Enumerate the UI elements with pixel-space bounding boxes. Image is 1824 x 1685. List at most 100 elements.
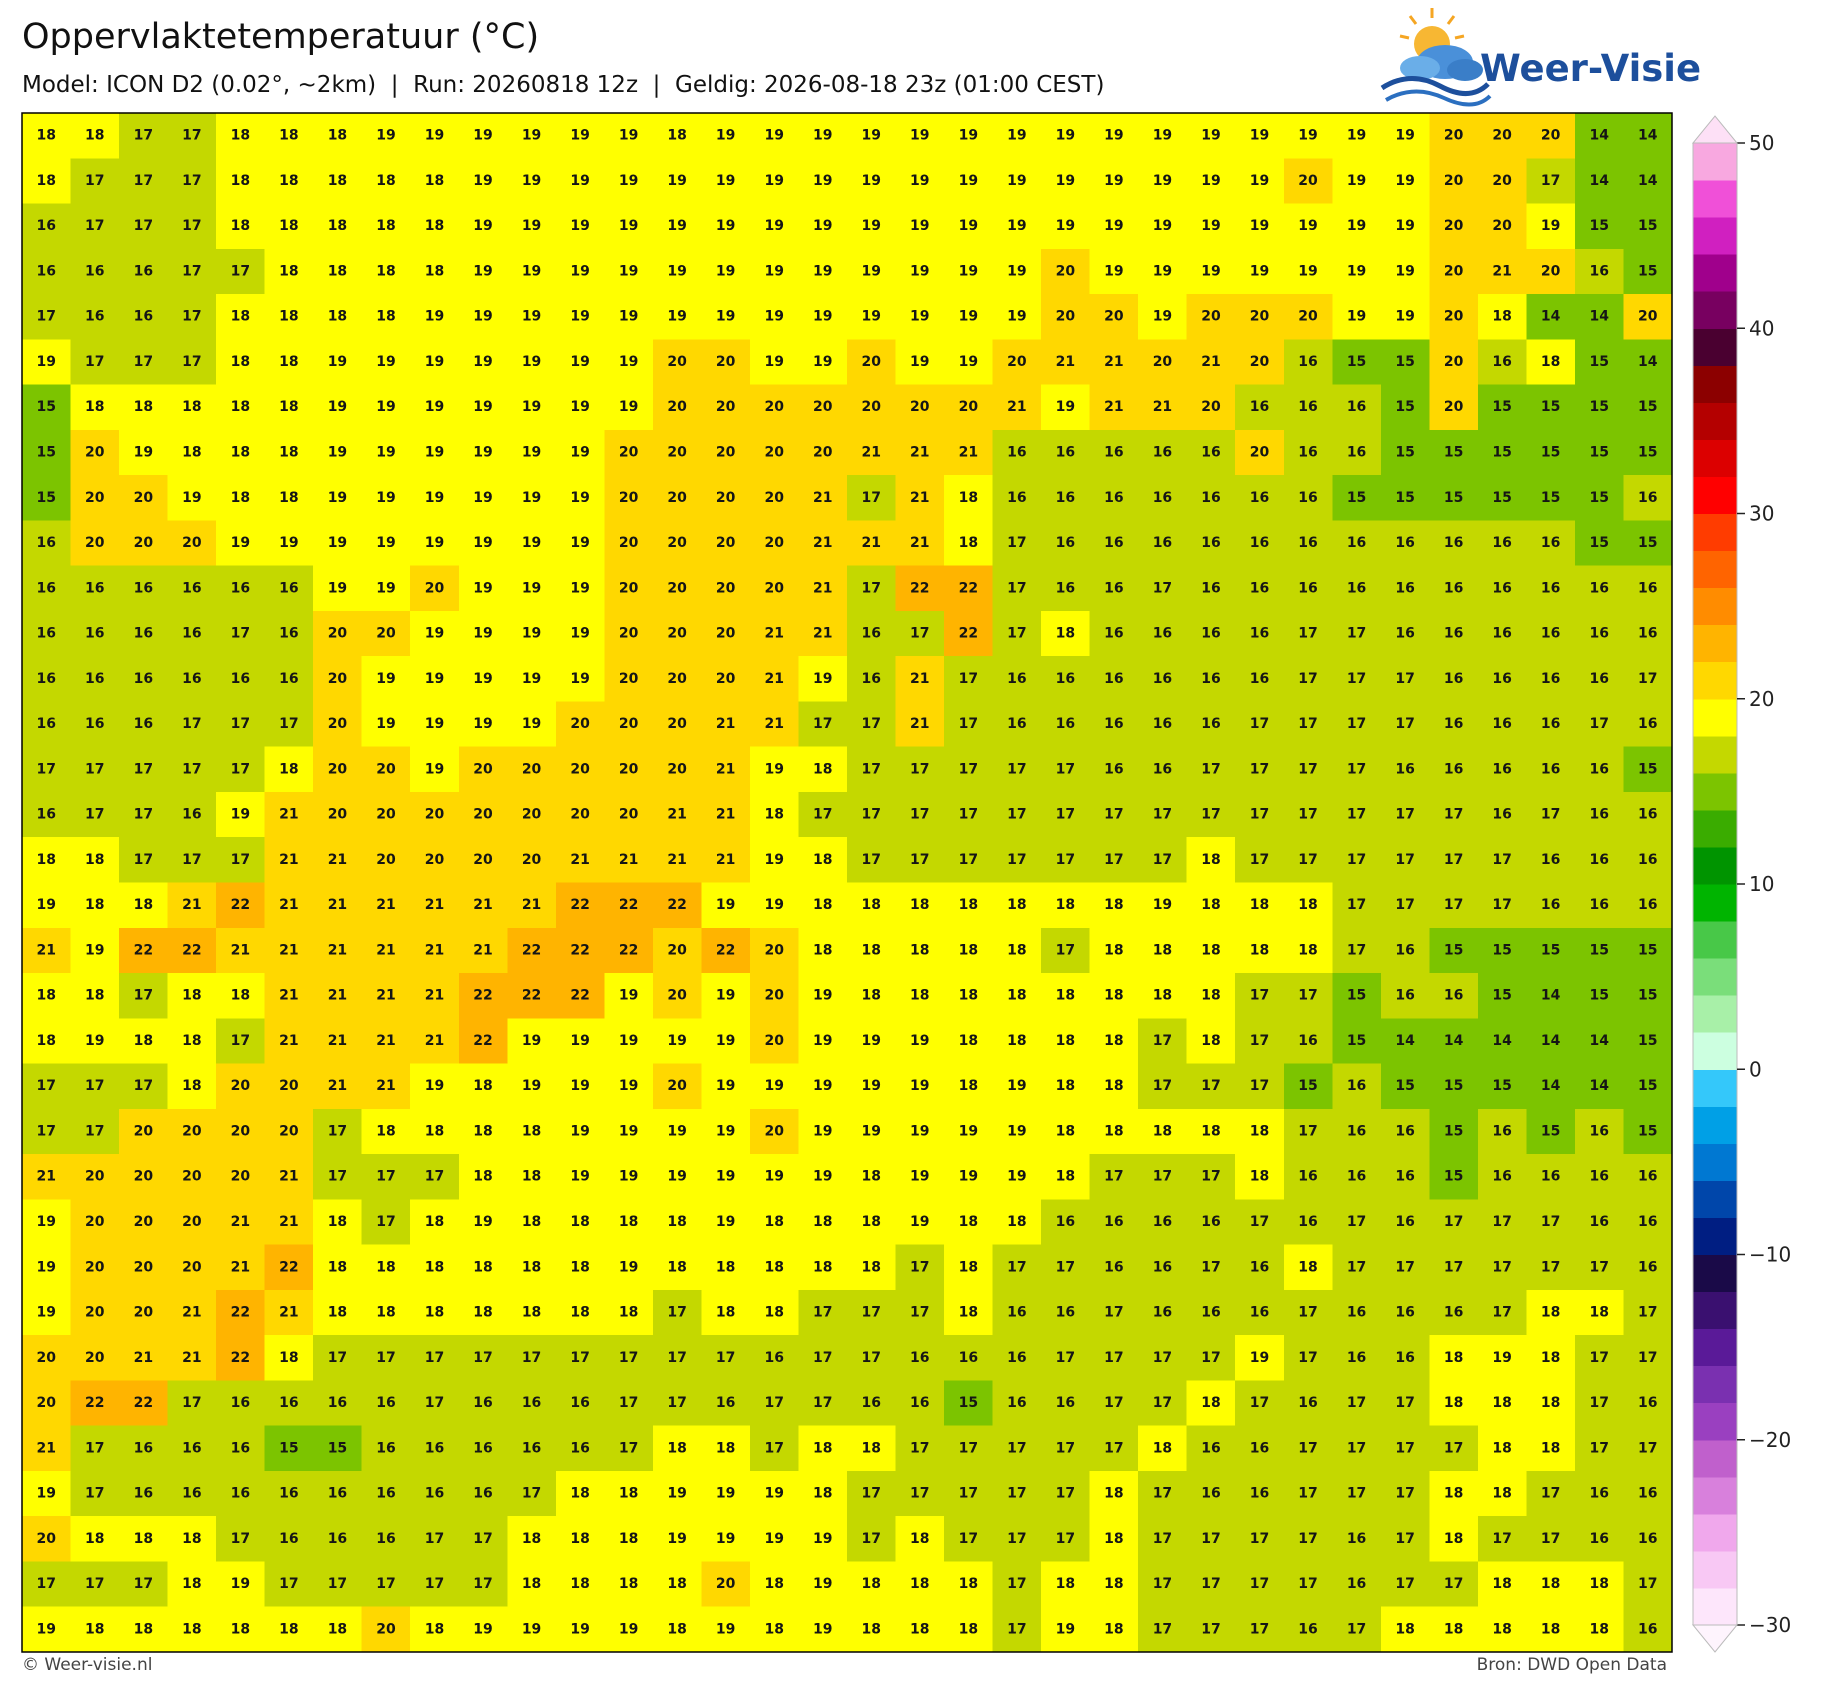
temperature-cell (701, 1244, 751, 1291)
temperature-label: 18 (667, 1621, 686, 1637)
temperature-label: 17 (910, 626, 929, 642)
temperature-label: 21 (328, 1078, 347, 1094)
temperature-label: 19 (425, 671, 444, 687)
temperature-label: 19 (1395, 173, 1414, 189)
temperature-cell (798, 520, 848, 567)
temperature-cell (847, 339, 897, 386)
temperature-label: 16 (1395, 942, 1414, 958)
temperature-label: 18 (85, 897, 104, 913)
temperature-cell (410, 475, 460, 521)
temperature-cell (1283, 746, 1333, 793)
temperature-cell (555, 1561, 605, 1608)
temperature-cell (1089, 791, 1139, 838)
temperature-label: 16 (1153, 444, 1172, 460)
temperature-label: 17 (1153, 1531, 1172, 1547)
temperature-cell (22, 746, 72, 793)
temperature-cell (119, 1425, 169, 1472)
temperature-label: 20 (182, 1123, 202, 1139)
temperature-cell (895, 1108, 945, 1155)
temperature-label: 19 (1007, 1123, 1026, 1139)
temperature-label: 20 (813, 399, 833, 415)
temperature-label: 18 (1201, 852, 1220, 868)
temperature-cell (944, 973, 994, 1019)
temperature-cell (652, 837, 703, 884)
temperature-label: 16 (1395, 1214, 1414, 1230)
temperature-label: 18 (1444, 1621, 1463, 1637)
temperature-cell (1623, 746, 1673, 793)
temperature-label: 18 (1541, 1350, 1560, 1366)
temperature-cell (216, 113, 266, 159)
temperature-cell (944, 520, 994, 567)
temperature-cell (798, 837, 848, 884)
temperature-cell (847, 1199, 897, 1246)
temperature-label: 19 (1104, 128, 1123, 144)
temperature-label: 21 (910, 716, 929, 732)
temperature-label: 16 (1347, 1350, 1366, 1366)
temperature-label: 18 (619, 1214, 638, 1230)
temperature-cell (604, 248, 654, 295)
temperature-cell (458, 837, 508, 884)
temperature-label: 18 (37, 173, 56, 189)
temperature-cell (944, 701, 994, 748)
temperature-label: 19 (425, 761, 444, 777)
temperature-cell (652, 113, 703, 159)
temperature-label: 16 (1298, 1621, 1317, 1637)
temperature-label: 21 (182, 897, 201, 913)
temperature-label: 18 (862, 897, 881, 913)
temperature-cell (167, 203, 217, 250)
temperature-label: 20 (619, 761, 639, 777)
temperature-cell (1138, 203, 1188, 250)
temperature-cell (555, 1516, 605, 1563)
temperature-label: 22 (85, 1395, 104, 1411)
temperature-label: 16 (1444, 988, 1463, 1004)
temperature-cell (1574, 1244, 1625, 1291)
temperature-label: 21 (182, 1350, 201, 1366)
temperature-cell (507, 973, 557, 1019)
temperature-cell (264, 1108, 314, 1155)
temperature-label: 16 (85, 671, 104, 687)
temperature-cell (119, 610, 169, 657)
temperature-cell (895, 339, 945, 386)
temperature-label: 16 (328, 1395, 347, 1411)
temperature-label: 21 (425, 1033, 444, 1049)
temperature-label: 16 (1395, 1169, 1414, 1185)
temperature-label: 16 (85, 309, 104, 325)
temperature-label: 17 (1007, 1486, 1026, 1502)
temperature-label: 16 (1104, 490, 1123, 506)
temperature-label: 19 (813, 354, 832, 370)
temperature-label: 15 (1638, 263, 1657, 279)
temperature-cell (1186, 1380, 1236, 1427)
temperature-cell (167, 1289, 217, 1336)
temperature-cell (1283, 1244, 1333, 1291)
temperature-cell (1526, 927, 1576, 974)
temperature-cell (1380, 746, 1430, 793)
temperature-cell (1623, 384, 1673, 431)
colorbar-bin (1693, 291, 1737, 329)
temperature-cell (70, 610, 120, 657)
temperature-label: 19 (134, 444, 153, 460)
temperature-label: 19 (862, 1123, 881, 1139)
temperature-label: 18 (1056, 1078, 1075, 1094)
temperature-cell (70, 746, 120, 793)
temperature-cell (1526, 1289, 1576, 1336)
temperature-label: 16 (279, 1486, 298, 1502)
temperature-cell (652, 158, 703, 205)
temperature-label: 15 (1541, 1123, 1560, 1139)
temperature-label: 22 (910, 580, 929, 596)
temperature-label: 19 (522, 173, 541, 189)
temperature-label: 19 (522, 535, 541, 551)
temperature-cell (798, 1289, 848, 1336)
temperature-cell (1235, 1606, 1285, 1653)
temperature-label: 15 (1589, 399, 1608, 415)
temperature-label: 18 (376, 173, 395, 189)
temperature-label: 22 (473, 1033, 492, 1049)
temperature-label: 19 (813, 1531, 832, 1547)
temperature-label: 20 (716, 444, 736, 460)
temperature-label: 15 (1492, 988, 1511, 1004)
temperature-cell (1526, 973, 1576, 1019)
temperature-label: 22 (959, 626, 978, 642)
temperature-label: 18 (959, 1621, 978, 1637)
temperature-label: 20 (1250, 444, 1270, 460)
temperature-cell (507, 1154, 557, 1200)
temperature-cell (1283, 248, 1333, 295)
